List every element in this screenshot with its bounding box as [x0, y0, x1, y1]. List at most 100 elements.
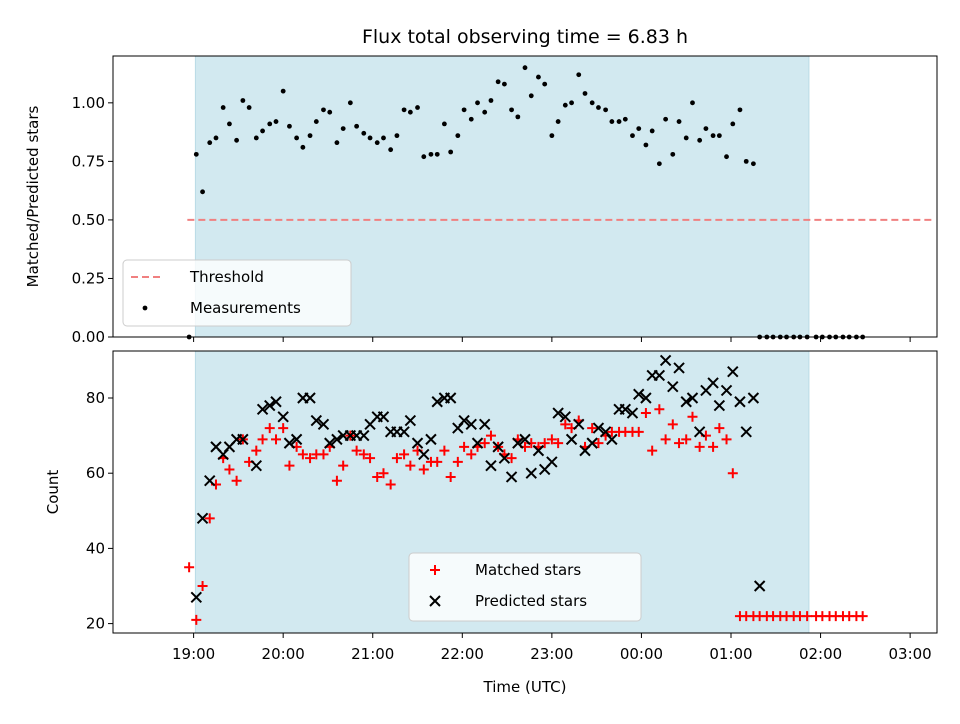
predicted-point: [619, 403, 632, 415]
matched-point: [593, 438, 604, 449]
matched-point: [338, 460, 349, 471]
predicted-point: [290, 433, 303, 446]
measurement-point: [374, 140, 380, 146]
predicted-point: [444, 392, 457, 404]
measurement-point: [207, 140, 213, 146]
axes-frame: [112, 350, 938, 634]
measurement-point: [468, 116, 474, 122]
measurement-point: [213, 135, 219, 141]
predicted-point: [498, 452, 511, 464]
predicted-point: [465, 418, 477, 431]
matched-point: [405, 460, 416, 471]
legend: Matched stars Predicted stars: [408, 552, 642, 622]
matched-point: [391, 453, 402, 464]
matched-point: [378, 468, 389, 479]
measurement-point: [240, 98, 246, 103]
predicted-point: [425, 433, 437, 446]
matched-point: [714, 423, 725, 434]
matched-point: [802, 611, 813, 622]
predicted-point: [264, 399, 276, 412]
predicted-point: [693, 426, 706, 438]
predicted-point: [196, 512, 209, 525]
measurement-point: [515, 114, 521, 120]
matched-point: [184, 562, 195, 573]
measurement-point: [313, 119, 319, 124]
predicted-point: [659, 354, 672, 367]
measurement-point: [596, 105, 601, 110]
predicted-point: [747, 392, 760, 404]
matched-point: [667, 419, 678, 430]
measurement-point: [234, 137, 240, 143]
matched-point: [506, 453, 517, 464]
measurement-point: [287, 123, 292, 129]
legend-box: [122, 259, 352, 327]
matched-point: [553, 438, 564, 449]
predicted-point: [317, 418, 330, 431]
matched-point: [257, 434, 268, 445]
matched-point: [224, 464, 235, 475]
matched-point: [660, 434, 671, 445]
measurement-point: [361, 130, 367, 136]
measurement-point: [589, 100, 595, 106]
matched-point: [432, 456, 443, 467]
measurement-point: [528, 93, 534, 99]
matched-point: [271, 434, 282, 445]
measurement-point: [737, 107, 743, 113]
legend: Threshold Measurements: [122, 259, 352, 327]
measurement-point: [401, 107, 407, 113]
measurement-point: [582, 91, 588, 96]
predicted-point: [667, 381, 679, 393]
measurement-point: [407, 109, 413, 115]
predicted-point: [532, 444, 545, 457]
predicted-point: [256, 403, 269, 415]
measurement-point: [724, 154, 729, 160]
measurement-point: [622, 116, 628, 122]
predicted-point: [546, 456, 558, 468]
y-tick-label: 20: [86, 615, 105, 633]
measurement-point: [327, 109, 333, 115]
measurement-point: [200, 189, 205, 195]
matched-point: [204, 513, 215, 524]
predicted-point: [304, 392, 316, 404]
measurement-point: [603, 107, 609, 113]
measurement-point: [522, 65, 528, 71]
matched-point: [231, 475, 242, 486]
measurement-point: [576, 72, 582, 78]
matched-point: [264, 423, 275, 434]
predicted-point: [431, 396, 443, 408]
predicted-point: [190, 591, 203, 603]
measurement-point: [388, 147, 394, 153]
predicted-point: [512, 437, 524, 449]
matched-point: [687, 411, 698, 422]
series-measurements: [186, 65, 866, 340]
matched-point: [251, 445, 262, 456]
matched-point: [365, 453, 376, 464]
predicted-point: [633, 388, 645, 400]
matched-point: [305, 453, 316, 464]
predicted-point: [519, 433, 531, 446]
measurement-point: [434, 151, 440, 157]
predicted-point: [734, 396, 746, 408]
measurement-point: [334, 140, 340, 146]
measurement-point: [630, 133, 635, 139]
predicted-point: [653, 369, 666, 382]
predicted-point: [324, 437, 336, 449]
matched-point: [654, 404, 665, 415]
measurement-point: [495, 79, 501, 85]
measurement-point: [710, 133, 716, 139]
figure-title: Flux total observing time = 6.83 h: [362, 26, 688, 48]
legend-label: Matched stars: [475, 561, 581, 579]
predicted-point: [471, 437, 484, 449]
measurement-point: [636, 126, 642, 131]
legend-predicted-swatch: [429, 595, 441, 607]
predicted-point: [411, 437, 424, 449]
matched-point: [647, 445, 658, 456]
predicted-point: [559, 411, 572, 423]
predicted-point: [525, 467, 537, 479]
matched-point: [681, 434, 692, 445]
matched-point: [385, 479, 396, 490]
measurement-point: [267, 121, 273, 127]
predicted-point: [680, 396, 692, 408]
y-tick-label: 0.50: [72, 211, 105, 229]
